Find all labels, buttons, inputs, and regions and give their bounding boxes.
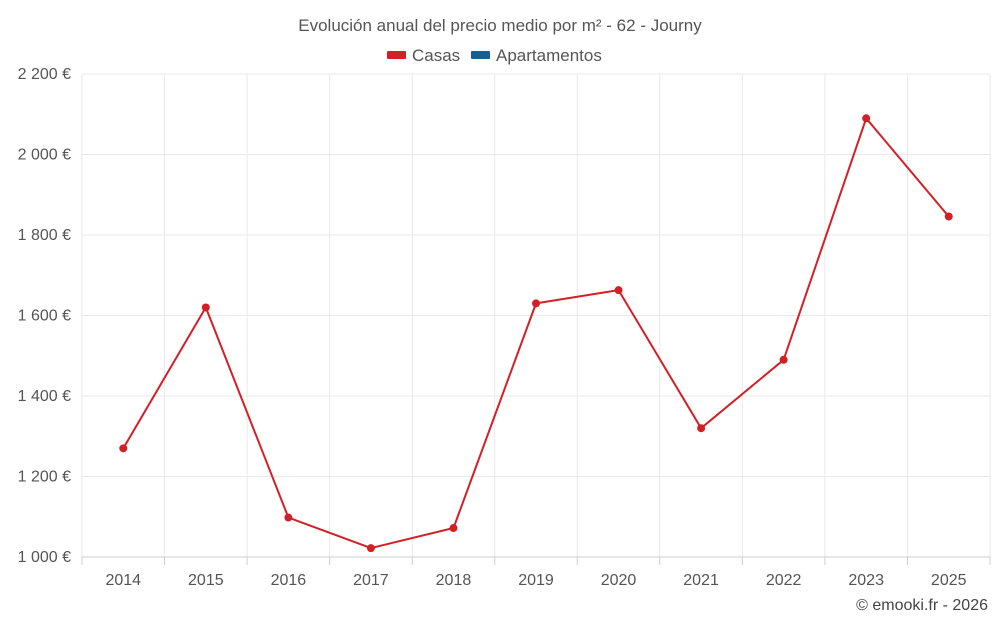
data-point-casas[interactable] [779, 355, 788, 364]
credit-text: © emooki.fr - 2026 [856, 597, 988, 614]
data-point-casas[interactable] [532, 299, 540, 308]
legend-label-casas: Casas [412, 46, 460, 65]
legend-item-apartamentos[interactable]: Apartamentos [471, 46, 602, 65]
x-tick-label: 2015 [188, 572, 224, 589]
data-point-casas[interactable] [697, 424, 706, 433]
data-point-casas[interactable] [119, 444, 128, 453]
data-point-casas[interactable] [284, 513, 293, 522]
x-tick-label: 2025 [931, 572, 967, 589]
data-point-casas[interactable] [366, 544, 375, 553]
legend[interactable]: Casas Apartamentos [387, 46, 602, 65]
y-tick-label: 1 800 € [18, 227, 71, 244]
y-tick-label: 1 600 € [18, 308, 71, 325]
x-tick-label: 2018 [436, 572, 472, 589]
data-point-casas[interactable] [944, 212, 953, 221]
series [119, 114, 953, 553]
axes [81, 556, 991, 565]
y-tick-label: 2 200 € [18, 66, 71, 83]
grid [81, 73, 991, 557]
y-tick-label: 2 000 € [18, 147, 71, 164]
y-tick-labels: 1 000 € 1 200 € 1 400 € 1 600 € 1 800 € 2 000… [18, 66, 71, 566]
legend-item-casas[interactable]: Casas [387, 46, 460, 65]
x-tick-label: 2014 [105, 572, 141, 589]
y-tick-label: 1 400 € [18, 388, 71, 405]
x-tick-label: 2022 [766, 572, 802, 589]
data-point-casas[interactable] [614, 286, 623, 295]
x-tick-labels: 2014 2015 2016 2017 2018 2019 2020 2021 2022 2023… [105, 572, 966, 589]
legend-swatch-casas [387, 51, 406, 59]
data-point-casas[interactable] [862, 114, 871, 123]
legend-swatch-apartamentos [471, 51, 490, 59]
x-tick-label: 2016 [271, 572, 307, 589]
y-tick-label: 1 000 € [18, 549, 71, 566]
x-tick-label: 2019 [518, 572, 554, 589]
chart-title: Evolución anual del precio medio por m² … [298, 16, 702, 35]
y-tick-label: 1 200 € [18, 469, 71, 486]
x-tick-label: 2023 [848, 572, 884, 589]
data-point-casas[interactable] [449, 524, 458, 533]
x-tick-label: 2020 [601, 572, 637, 589]
x-tick-label: 2017 [353, 572, 389, 589]
x-tick-label: 2021 [683, 572, 719, 589]
data-point-casas[interactable] [201, 303, 210, 312]
legend-label-apartamentos: Apartamentos [496, 46, 602, 65]
